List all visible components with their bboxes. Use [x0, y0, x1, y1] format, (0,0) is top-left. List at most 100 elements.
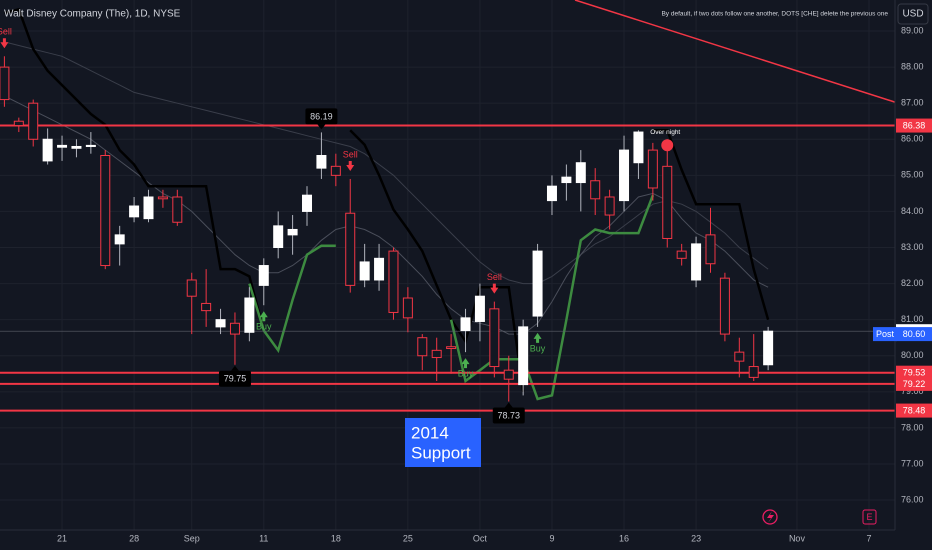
support-box: [405, 418, 481, 467]
price-tag: [896, 327, 932, 342]
candle-body: [186, 279, 197, 297]
signal-label: Sell: [487, 272, 502, 282]
candle-body: [157, 196, 168, 200]
price-tag-label: 78.48: [903, 405, 926, 415]
signal-label: Sell: [0, 27, 12, 37]
candle-body: [258, 265, 269, 286]
price-tag-label: 80.60: [903, 329, 926, 339]
x-tick-label: 18: [331, 533, 341, 543]
candle-body: [57, 144, 68, 148]
y-tick-label: 89.00: [901, 25, 924, 35]
price-tag: [896, 403, 932, 418]
overnight-dot: [661, 139, 674, 152]
signal-label: Buy: [256, 322, 272, 332]
y-tick-label: 84.00: [901, 206, 924, 216]
callout-label: 86.19: [310, 111, 333, 121]
y-tick-label: 81.00: [901, 314, 924, 324]
candle-body: [662, 165, 673, 239]
y-tick-label: 88.00: [901, 61, 924, 71]
price-tag-label: 86.38: [903, 120, 926, 130]
candle-body: [129, 205, 140, 218]
callout-box: [492, 407, 525, 424]
support-label: 2014: [411, 423, 449, 442]
candle-body: [763, 330, 774, 366]
candle-body: [590, 180, 601, 200]
candle-body: [330, 165, 341, 176]
x-tick-label: 16: [619, 533, 629, 543]
candle-body: [359, 261, 370, 281]
candle-body: [647, 149, 658, 189]
candle-body: [604, 196, 615, 216]
candle-body: [229, 322, 240, 335]
x-tick-label: Oct: [473, 533, 488, 543]
candle-body: [345, 212, 356, 286]
indicator-line: [248, 194, 655, 401]
x-tick-label: 9: [549, 533, 554, 543]
candle-body: [85, 144, 96, 147]
x-tick-label: 11: [259, 533, 268, 543]
signal-label: Buy: [530, 343, 546, 353]
sell-arrow: [346, 160, 355, 171]
x-tick-label: 28: [129, 533, 139, 543]
candle-body: [71, 145, 82, 149]
y-tick-label: 77.00: [901, 458, 924, 468]
candle-body: [42, 138, 53, 162]
indicator-line: [4, 41, 769, 285]
price-axis: [895, 0, 932, 550]
earnings-box[interactable]: [862, 509, 877, 525]
candle-body: [446, 346, 457, 350]
candle-body: [460, 317, 471, 331]
candle-body: [0, 66, 10, 101]
x-tick-label: 21: [57, 533, 67, 543]
y-tick-label: 76.00: [901, 494, 924, 504]
bolt[interactable]: [767, 511, 774, 523]
bolt-circle[interactable]: [762, 509, 778, 525]
x-tick-label: 25: [403, 533, 413, 543]
candle-body: [273, 225, 284, 249]
candle-body: [518, 326, 529, 386]
candle-body: [201, 302, 212, 312]
x-tick-label: Sep: [184, 533, 200, 543]
buy-arrow: [461, 358, 470, 369]
callout-label: 78.73: [497, 410, 520, 420]
trendline: [574, 0, 896, 103]
candle-body: [374, 257, 385, 281]
candle-body: [633, 131, 644, 164]
x-tick-label: 7: [866, 533, 871, 543]
candle-body: [719, 277, 730, 335]
candle-body: [734, 351, 745, 362]
candle-body: [417, 337, 428, 357]
signal-label: Buy: [458, 369, 474, 379]
y-tick-label: 85.00: [901, 170, 924, 180]
buy-arrow: [533, 332, 542, 343]
price-tag: [896, 118, 932, 133]
price-tag-label: 79.22: [903, 379, 926, 389]
candle-body: [431, 349, 442, 359]
earnings-marker[interactable]: E: [866, 512, 872, 522]
x-tick-label: Nov: [789, 533, 806, 543]
candle-body: [215, 319, 226, 328]
bolt-icon[interactable]: [762, 509, 778, 525]
currency-box[interactable]: [897, 3, 929, 25]
y-tick-label: 86.00: [901, 134, 924, 144]
indicator-line: [4, 95, 769, 335]
overnight-label: Over night: [650, 129, 680, 136]
post-tag: [873, 327, 897, 342]
price-tag: [896, 376, 932, 391]
callout-box: [218, 370, 251, 387]
post-label: Post: [876, 329, 895, 339]
candle-body: [676, 250, 687, 259]
candle-body: [402, 297, 413, 319]
candle-body: [28, 102, 39, 140]
y-tick-label: 83.00: [901, 242, 924, 252]
candle-body: [561, 176, 572, 184]
y-tick-label: 87.00: [901, 98, 924, 108]
y-tick-label: 79.00: [901, 386, 924, 396]
price-tag: [896, 365, 932, 380]
currency[interactable]: USD: [902, 9, 923, 20]
candle-body: [143, 196, 154, 220]
price-tag-label: 79.53: [903, 368, 926, 378]
candle-body: [546, 185, 557, 202]
